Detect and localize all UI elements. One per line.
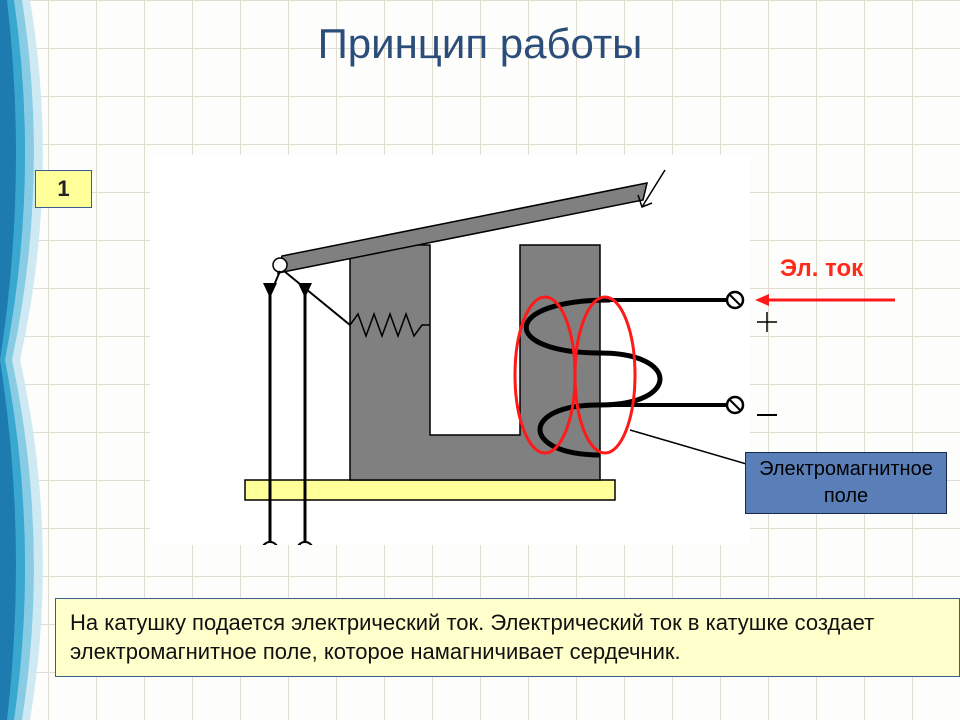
contact-tip-1 [263,283,277,298]
base-plate [245,480,615,500]
diagram-canvas [150,155,750,545]
caption-box: На катушку подается электрический ток. Э… [55,598,960,677]
plus-sign [755,310,779,334]
em-field-label-box: Электромагнитное поле [745,452,947,514]
current-label: Эл. ток [780,255,863,283]
em-pointer-line [630,430,750,465]
contact-tip-2 [298,283,312,298]
coil-terminal-bottom [727,397,743,413]
page-title: Принцип работы [0,20,960,68]
core [350,245,600,480]
decorative-wave [0,0,55,720]
step-number-badge: 1 [35,170,92,208]
coil-terminal-top [727,292,743,308]
bottom-terminal-1 [262,542,278,545]
bottom-terminal-2 [297,542,313,545]
hinge [273,258,287,272]
em-field-label: Электромагнитное поле [746,456,946,510]
spring-anchor [284,271,350,325]
minus-sign [755,410,779,420]
current-arrow [755,290,900,310]
